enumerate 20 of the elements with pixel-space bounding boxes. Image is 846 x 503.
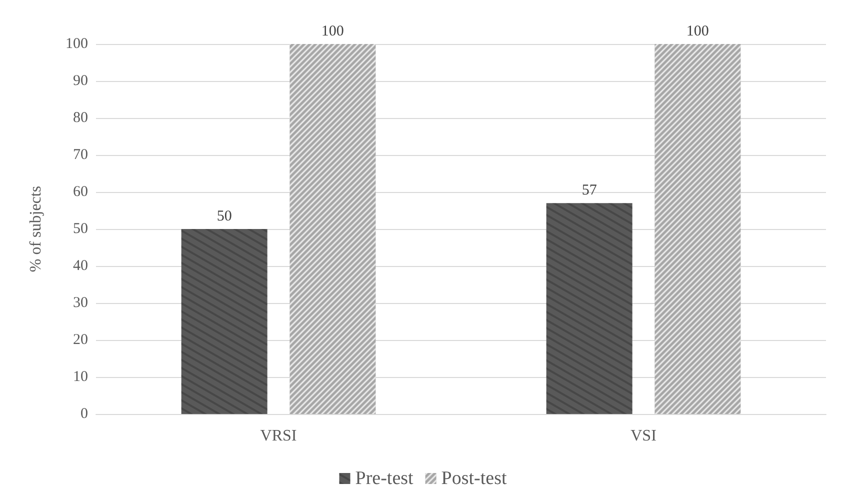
y-tick-label: 10 [73, 369, 88, 385]
legend-label: Pre-test [355, 468, 414, 489]
y-tick-label: 0 [80, 406, 88, 422]
data-label: 57 [582, 182, 598, 199]
y-tick-label: 40 [73, 258, 88, 274]
y-tick-label: 90 [73, 73, 88, 89]
y-tick-label: 30 [73, 295, 88, 311]
y-tick-label: 70 [73, 147, 88, 163]
legend-label: Post-test [441, 468, 508, 489]
data-label: 50 [216, 208, 232, 224]
x-tick-label: VRSI [260, 428, 297, 444]
y-tick-label: 60 [73, 184, 88, 200]
y-axis-title: % of subjects [28, 186, 44, 272]
y-tick-label: 80 [73, 110, 88, 126]
y-tick-label: 50 [73, 221, 88, 237]
data-label: 100 [686, 24, 709, 40]
y-tick-label: 20 [73, 332, 88, 348]
data-label: 100 [321, 24, 344, 40]
x-tick-label: VSI [630, 428, 656, 444]
y-tick-label: 100 [66, 36, 88, 52]
